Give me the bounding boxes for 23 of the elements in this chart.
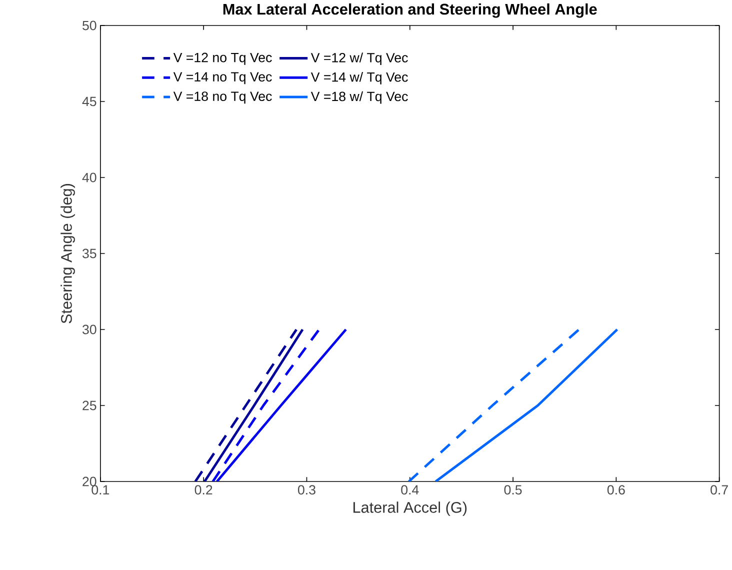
- x-tick-label: 0.6: [607, 485, 625, 495]
- x-tick-label: 0.3: [298, 485, 316, 495]
- x-axis-title: Lateral Accel (G): [353, 502, 467, 516]
- x-tick-label: 0.7: [710, 485, 728, 495]
- y-tick-label: 35: [82, 248, 96, 258]
- y-axis-title: Steering Angle (deg): [60, 184, 75, 324]
- legend-label: V =14 no Tq Vec: [173, 72, 272, 84]
- x-tick-label: 0.4: [401, 485, 419, 495]
- legend-label: V =14 w/ Tq Vec: [310, 72, 408, 85]
- legend-label: V =18 no Tq Vec: [173, 92, 272, 104]
- chart-title: Max Lateral Acceleration and Steering Wheel Angle: [223, 4, 597, 18]
- y-tick-label: 30: [82, 324, 96, 334]
- y-tick-label: 50: [82, 20, 96, 30]
- y-tick-label: 20: [82, 476, 96, 486]
- y-tick-label: 40: [82, 172, 96, 182]
- y-tick-label: 45: [82, 97, 96, 106]
- x-tick-label: 0.1: [92, 485, 110, 495]
- x-tick-label: 0.2: [194, 485, 212, 495]
- legend-label: V =12 w/ Tq Vec: [310, 52, 408, 66]
- y-tick-label: 25: [82, 400, 96, 410]
- legend-label: V =12 no Tq Vec: [173, 52, 272, 66]
- legend-label: V =18 w/ Tq Vec: [310, 92, 408, 104]
- x-tick-label: 0.5: [504, 485, 522, 495]
